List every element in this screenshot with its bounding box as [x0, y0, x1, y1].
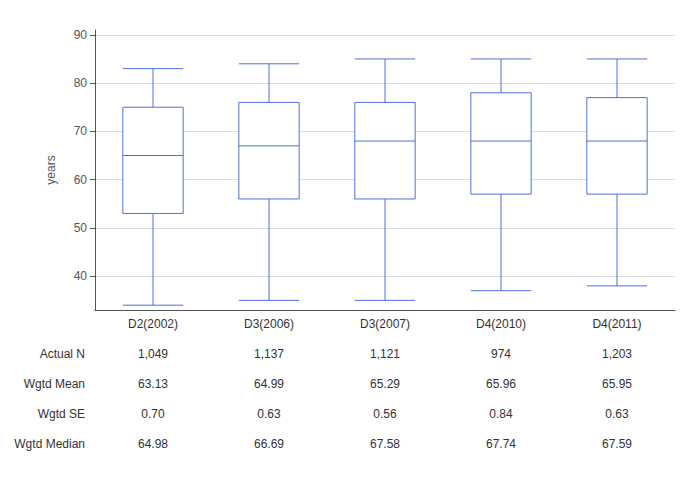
svg-text:63.13: 63.13	[138, 377, 168, 391]
svg-text:D2(2002): D2(2002)	[128, 317, 178, 331]
svg-text:50: 50	[74, 221, 88, 235]
svg-text:0.70: 0.70	[141, 407, 165, 421]
svg-text:974: 974	[491, 347, 511, 361]
svg-text:D3(2007): D3(2007)	[360, 317, 410, 331]
svg-text:0.63: 0.63	[605, 407, 629, 421]
svg-text:60: 60	[74, 173, 88, 187]
svg-text:67.58: 67.58	[370, 437, 400, 451]
svg-text:90: 90	[74, 28, 88, 42]
svg-text:0.56: 0.56	[373, 407, 397, 421]
svg-text:years: years	[44, 155, 58, 184]
svg-text:Wgtd SE: Wgtd SE	[38, 407, 85, 421]
svg-text:D4(2011): D4(2011)	[592, 317, 641, 331]
svg-text:65.29: 65.29	[370, 377, 400, 391]
svg-text:40: 40	[74, 269, 88, 283]
svg-text:67.59: 67.59	[602, 437, 632, 451]
svg-text:65.96: 65.96	[486, 377, 516, 391]
svg-text:D4(2010): D4(2010)	[476, 317, 526, 331]
svg-text:70: 70	[74, 124, 88, 138]
svg-text:1,137: 1,137	[254, 347, 284, 361]
svg-text:1,049: 1,049	[138, 347, 168, 361]
svg-text:66.69: 66.69	[254, 437, 284, 451]
svg-text:0.63: 0.63	[257, 407, 281, 421]
svg-text:D3(2006): D3(2006)	[244, 317, 294, 331]
svg-text:80: 80	[74, 76, 88, 90]
svg-text:64.99: 64.99	[254, 377, 284, 391]
svg-text:Wgtd Mean: Wgtd Mean	[24, 377, 85, 391]
svg-text:Actual N: Actual N	[40, 347, 85, 361]
svg-text:65.95: 65.95	[602, 377, 632, 391]
svg-text:0.84: 0.84	[489, 407, 513, 421]
svg-text:64.98: 64.98	[138, 437, 168, 451]
svg-text:1,121: 1,121	[370, 347, 400, 361]
svg-text:Wgtd Median: Wgtd Median	[14, 437, 85, 451]
svg-text:1,203: 1,203	[602, 347, 632, 361]
svg-text:67.74: 67.74	[486, 437, 516, 451]
